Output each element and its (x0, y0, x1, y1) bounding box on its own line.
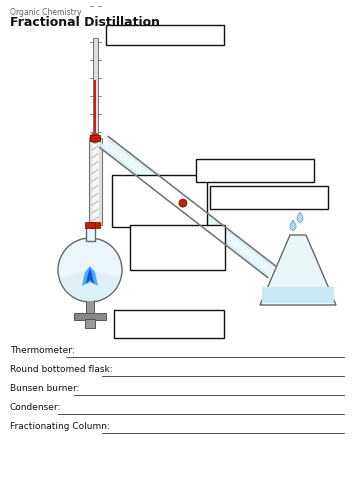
Bar (112, 175, 207, 227)
Bar (86, 225, 95, 241)
Circle shape (179, 199, 187, 207)
Bar (94, 80, 96, 136)
Polygon shape (290, 220, 296, 231)
Circle shape (58, 238, 122, 302)
Bar (86, 286, 94, 314)
Bar (210, 186, 328, 209)
Polygon shape (260, 235, 336, 305)
Bar (130, 225, 225, 270)
Text: Organic Chemistry: Organic Chemistry (10, 8, 81, 17)
Wedge shape (60, 270, 120, 301)
Bar (90, 135, 100, 141)
Text: Thermometer:: Thermometer: (10, 346, 75, 355)
Bar (74, 313, 106, 320)
Text: Fractionating Column:: Fractionating Column: (10, 422, 110, 431)
Bar (92, 140, 99, 223)
Bar (106, 25, 224, 45)
Bar (85, 222, 95, 228)
Bar (114, 310, 224, 338)
Bar (89, 138, 102, 225)
Bar (85, 319, 95, 328)
Circle shape (90, 133, 100, 143)
Text: Fractional Distillation: Fractional Distillation (10, 16, 160, 29)
Polygon shape (82, 266, 98, 286)
Polygon shape (297, 212, 303, 223)
Bar (92, 38, 97, 140)
Polygon shape (100, 136, 276, 278)
Text: Round bottomed flask:: Round bottomed flask: (10, 365, 113, 374)
Bar (90, 222, 100, 228)
Polygon shape (86, 268, 94, 284)
Text: Bunsen burner:: Bunsen burner: (10, 384, 80, 393)
Polygon shape (262, 287, 334, 303)
Text: Condenser:: Condenser: (10, 403, 61, 412)
Polygon shape (102, 139, 274, 275)
Bar (196, 159, 314, 182)
